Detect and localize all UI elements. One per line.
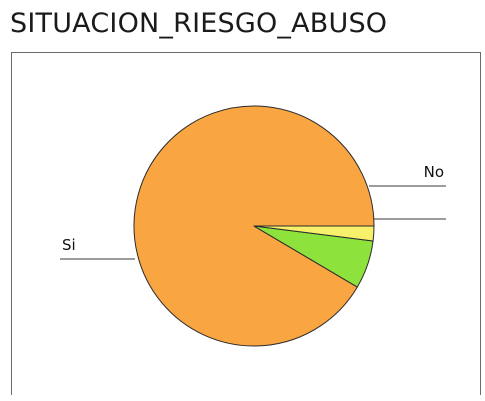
leader-lines: [60, 185, 446, 260]
slice-label-si: Si: [62, 236, 76, 254]
chart-title: SITUACION_RIESGO_ABUSO: [10, 8, 388, 39]
pie-slice-other: [253, 225, 375, 242]
slice-label-no: No: [424, 163, 444, 181]
slice-labels: Si No: [62, 163, 444, 254]
pie-slices: [133, 105, 375, 347]
